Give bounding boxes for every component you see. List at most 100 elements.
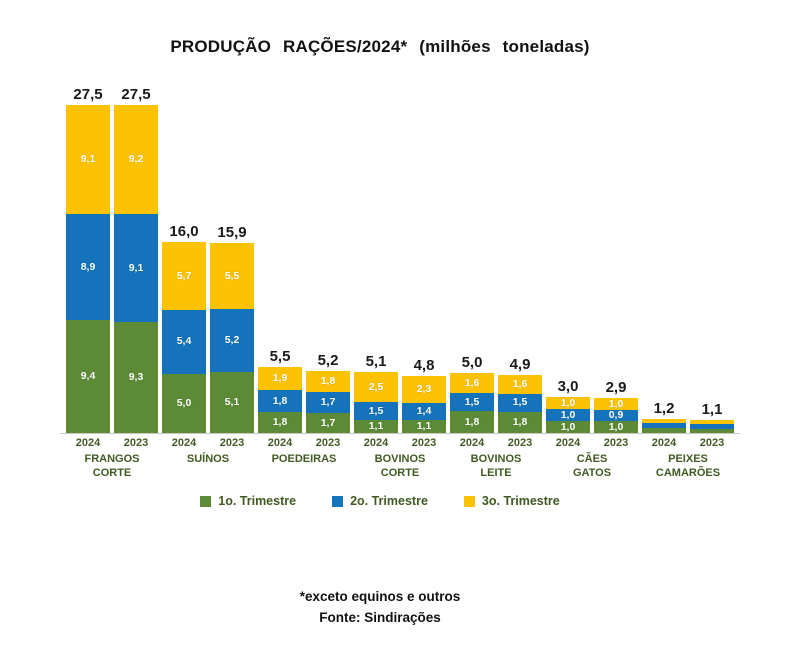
segment-value-label: 1,9 xyxy=(272,372,288,385)
segment-value-label: 9,3 xyxy=(128,371,144,384)
legend-swatch-q3-icon xyxy=(463,495,475,507)
bar-segment-q1: 1,8 xyxy=(450,411,494,433)
bar-segment-q3: 5,7 xyxy=(162,242,206,310)
bar-column-2024: 1,2 xyxy=(642,78,686,433)
bar-segment-q1: 1,8 xyxy=(258,411,302,433)
bar-segment-q2: 1,7 xyxy=(306,392,350,413)
bar-segment-q1: 1,7 xyxy=(306,412,350,433)
bar-segment-q2 xyxy=(690,424,734,429)
bar-segment-q1: 9,4 xyxy=(66,320,110,433)
bar-stack: 1,6 1,5 1,8 xyxy=(450,373,494,433)
bar-pair: 5,5 1,9 1,8 1,8 5,2 1,8 1,7 1,7 xyxy=(258,78,350,433)
bar-segment-q1: 5,1 xyxy=(210,371,254,433)
bar-segment-q1 xyxy=(642,428,686,433)
segment-value-label: 5,0 xyxy=(176,397,192,410)
bar-total-label: 5,1 xyxy=(365,353,387,371)
year-labels: 2024 2023 xyxy=(354,437,446,449)
bar-stack: 9,2 9,1 9,3 xyxy=(114,104,158,433)
bar-segment-q2: 1,5 xyxy=(498,393,542,412)
segment-value-label: 5,2 xyxy=(224,334,240,347)
segment-value-label: 2,3 xyxy=(416,383,432,396)
bar-segment-q3: 2,5 xyxy=(354,372,398,403)
chart-footer: *exceto equinos e outros Fonte: Sindiraç… xyxy=(0,586,760,628)
bar-total-label: 1,2 xyxy=(653,399,675,417)
bar-stack: 2,5 1,5 1,1 xyxy=(354,372,398,433)
segment-value-label: 1,6 xyxy=(512,377,528,390)
bar-groups: 27,5 9,1 8,9 9,4 27,5 9,2 9,1 9,3 2024 2023 FRANGO… xyxy=(66,78,734,480)
year-labels: 2024 2023 xyxy=(546,437,638,449)
bar-segment-q3: 1,0 xyxy=(546,397,590,410)
chart-title: PRODUÇÃO RAÇÕES/2024* (milhões toneladas… xyxy=(170,37,590,56)
segment-value-label: 1,8 xyxy=(272,416,288,429)
bar-column-2024: 5,5 1,9 1,8 1,8 xyxy=(258,78,302,433)
bar-stack: 1,6 1,5 1,8 xyxy=(498,374,542,433)
segment-value-label: 8,9 xyxy=(80,260,96,273)
segment-value-label: 5,5 xyxy=(224,270,240,283)
segment-value-label: 1,6 xyxy=(464,376,480,389)
bar-total-label: 2,9 xyxy=(605,379,627,397)
year-labels: 2024 2023 xyxy=(66,437,158,449)
bar-column-2024: 3,0 1,0 1,0 1,0 xyxy=(546,78,590,433)
bar-segment-q3: 1,9 xyxy=(258,367,302,391)
year-label: 2023 xyxy=(315,437,341,449)
year-label: 2023 xyxy=(507,437,533,449)
bar-segment-q2: 0,9 xyxy=(594,410,638,422)
segment-value-label: 5,7 xyxy=(176,269,192,282)
year-label: 2024 xyxy=(363,437,389,449)
bar-total-label: 27,5 xyxy=(121,85,151,103)
year-label: 2023 xyxy=(123,437,149,449)
year-labels: 2024 2023 xyxy=(258,437,350,449)
segment-value-label: 1,0 xyxy=(608,398,624,411)
bar-group: 3,0 1,0 1,0 1,0 2,9 1,0 0,9 1,0 2024 2023 CÃES GATO… xyxy=(546,78,638,480)
bar-segment-q1: 1,0 xyxy=(594,421,638,433)
bar-total-label: 5,5 xyxy=(269,348,291,366)
year-label: 2023 xyxy=(411,437,437,449)
year-label: 2023 xyxy=(699,437,725,449)
bar-column-2024: 5,1 2,5 1,5 1,1 xyxy=(354,78,398,433)
bar-pair: 16,0 5,7 5,4 5,0 15,9 5,5 5,2 5,1 xyxy=(162,78,254,433)
year-label: 2024 xyxy=(651,437,677,449)
bar-segment-q2: 9,1 xyxy=(114,214,158,323)
category-label: SUÍNOS xyxy=(186,453,230,465)
segment-value-label: 9,1 xyxy=(128,262,144,275)
year-labels: 2024 2023 xyxy=(450,437,542,449)
bar-column-2023: 4,9 1,6 1,5 1,8 xyxy=(498,78,542,433)
bar-column-2023: 15,9 5,5 5,2 5,1 xyxy=(210,78,254,433)
bar-segment-q3 xyxy=(642,418,686,424)
bar-pair: 5,1 2,5 1,5 1,1 4,8 2,3 1,4 1,1 xyxy=(354,78,446,433)
segment-value-label: 5,1 xyxy=(224,396,240,409)
bar-group: 27,5 9,1 8,9 9,4 27,5 9,2 9,1 9,3 2024 2023 FRANGO… xyxy=(66,78,158,480)
bar-stack: 1,0 0,9 1,0 xyxy=(594,398,638,433)
bar-segment-q1: 1,8 xyxy=(498,411,542,433)
bar-segment-q2: 1,5 xyxy=(450,392,494,412)
bar-total-label: 15,9 xyxy=(217,224,247,242)
segment-value-label: 1,1 xyxy=(368,420,384,433)
bar-stack: 1,8 1,7 1,7 xyxy=(306,371,350,433)
bar-column-2024: 16,0 5,7 5,4 5,0 xyxy=(162,78,206,433)
category-label: POEDEIRAS xyxy=(271,453,337,465)
segment-value-label: 1,8 xyxy=(272,394,288,407)
bar-pair: 5,0 1,6 1,5 1,8 4,9 1,6 1,5 1,8 xyxy=(450,78,542,433)
bar-segment-q2: 8,9 xyxy=(66,213,110,321)
x-axis-line xyxy=(60,433,740,434)
legend-item-q1: 1o. Trimestre xyxy=(200,494,296,508)
segment-value-label: 9,1 xyxy=(80,153,96,166)
bar-stack: 9,1 8,9 9,4 xyxy=(66,104,110,433)
bar-stack: 1,9 1,8 1,8 xyxy=(258,367,302,433)
bar-segment-q3: 1,6 xyxy=(450,373,494,393)
bar-column-2024: 27,5 9,1 8,9 9,4 xyxy=(66,78,110,433)
segment-value-label: 1,0 xyxy=(608,420,624,433)
bar-stack: 5,7 5,4 5,0 xyxy=(162,242,206,433)
year-label: 2024 xyxy=(459,437,485,449)
footnote-exclusions: *exceto equinos e outros xyxy=(299,589,461,604)
bar-segment-q2 xyxy=(642,423,686,429)
legend-swatch-q2-icon xyxy=(332,495,344,507)
year-labels: 2024 2023 xyxy=(162,437,254,449)
segment-value-label: 1,5 xyxy=(512,396,528,409)
bar-segment-q1 xyxy=(690,428,734,433)
year-label: 2024 xyxy=(75,437,101,449)
bar-segment-q1: 1,1 xyxy=(354,419,398,433)
segment-value-label: 2,5 xyxy=(368,380,384,393)
bar-stack: 1,0 1,0 1,0 xyxy=(546,397,590,433)
